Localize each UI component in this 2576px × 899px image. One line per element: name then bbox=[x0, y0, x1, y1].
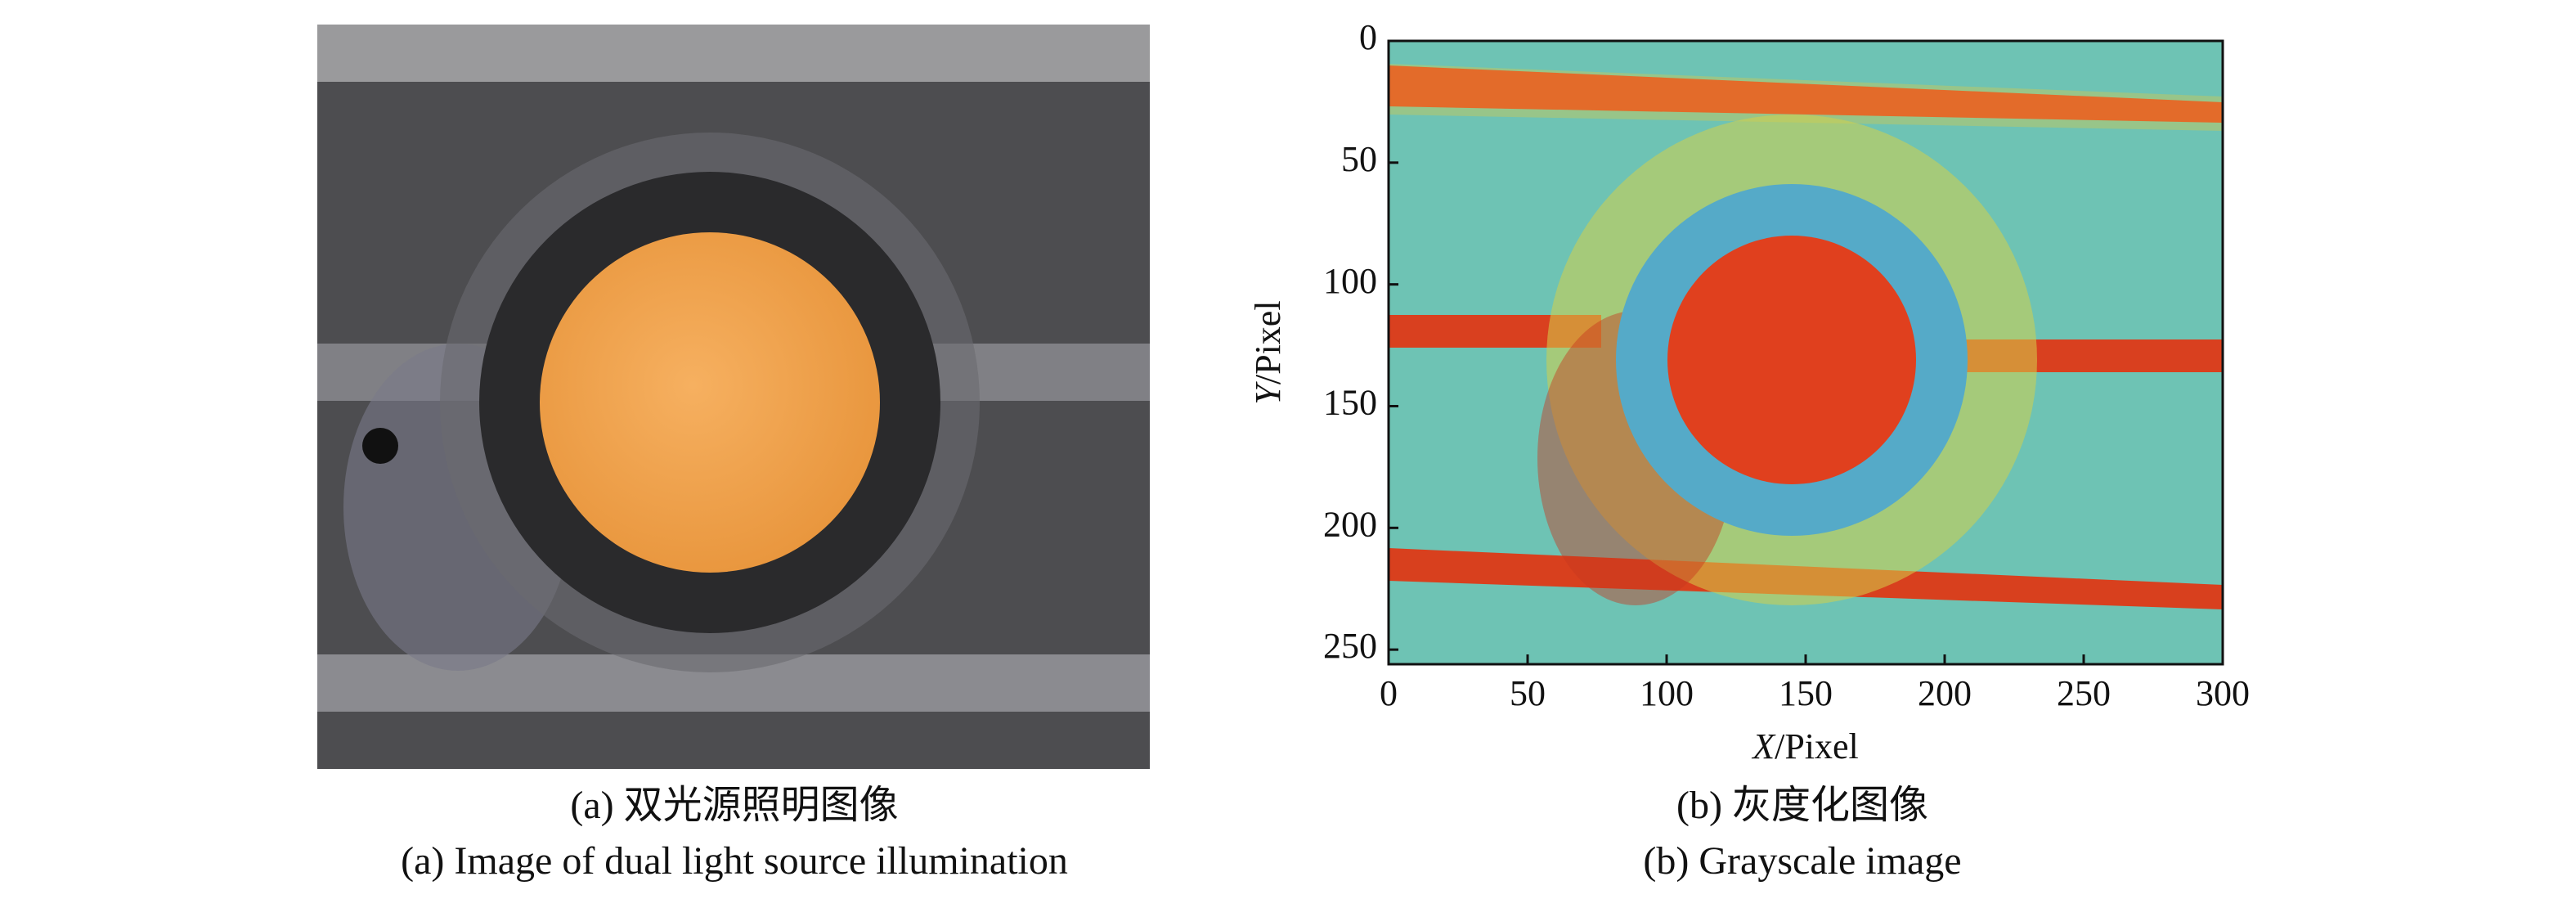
y-tick-label: 150 bbox=[1323, 383, 1377, 423]
y-tick-label: 50 bbox=[1341, 139, 1377, 179]
grayscale-image bbox=[1389, 41, 2223, 664]
axis-label: Y/Pixel bbox=[1248, 300, 1288, 404]
caption-en: (a) Image of dual light source illuminat… bbox=[401, 839, 1068, 883]
axis-label-unit: /Pixel bbox=[1775, 726, 1859, 766]
axis-label: X/Pixel bbox=[1751, 726, 1859, 766]
x-tick-label: 300 bbox=[2196, 673, 2250, 713]
captions: (a) 双光源照明图像 (a) Image of dual light sour… bbox=[401, 784, 1961, 883]
x-tick-label: 250 bbox=[2057, 673, 2111, 713]
y-tick-label: 100 bbox=[1323, 261, 1377, 301]
y-tick-label: 0 bbox=[1359, 17, 1377, 57]
x-tick-label: 0 bbox=[1380, 673, 1398, 713]
x-tick-label: 100 bbox=[1640, 673, 1694, 713]
x-tick-label: 200 bbox=[1918, 673, 1972, 713]
caption-zh: (b) 灰度化图像 bbox=[1676, 784, 1928, 827]
y-tick-label: 250 bbox=[1323, 626, 1377, 666]
x-tick-label: 150 bbox=[1779, 673, 1833, 713]
x-tick-label: 50 bbox=[1510, 673, 1546, 713]
axis-label-var: Y bbox=[1248, 381, 1288, 405]
axis-label-unit: /Pixel bbox=[1248, 300, 1288, 384]
caption-zh: (a) 双光源照明图像 bbox=[570, 784, 898, 827]
caption-en: (b) Grayscale image bbox=[1643, 839, 1961, 883]
photo bbox=[317, 25, 1150, 769]
axis-label-var: X bbox=[1751, 726, 1776, 766]
y-tick-label: 200 bbox=[1323, 504, 1377, 544]
